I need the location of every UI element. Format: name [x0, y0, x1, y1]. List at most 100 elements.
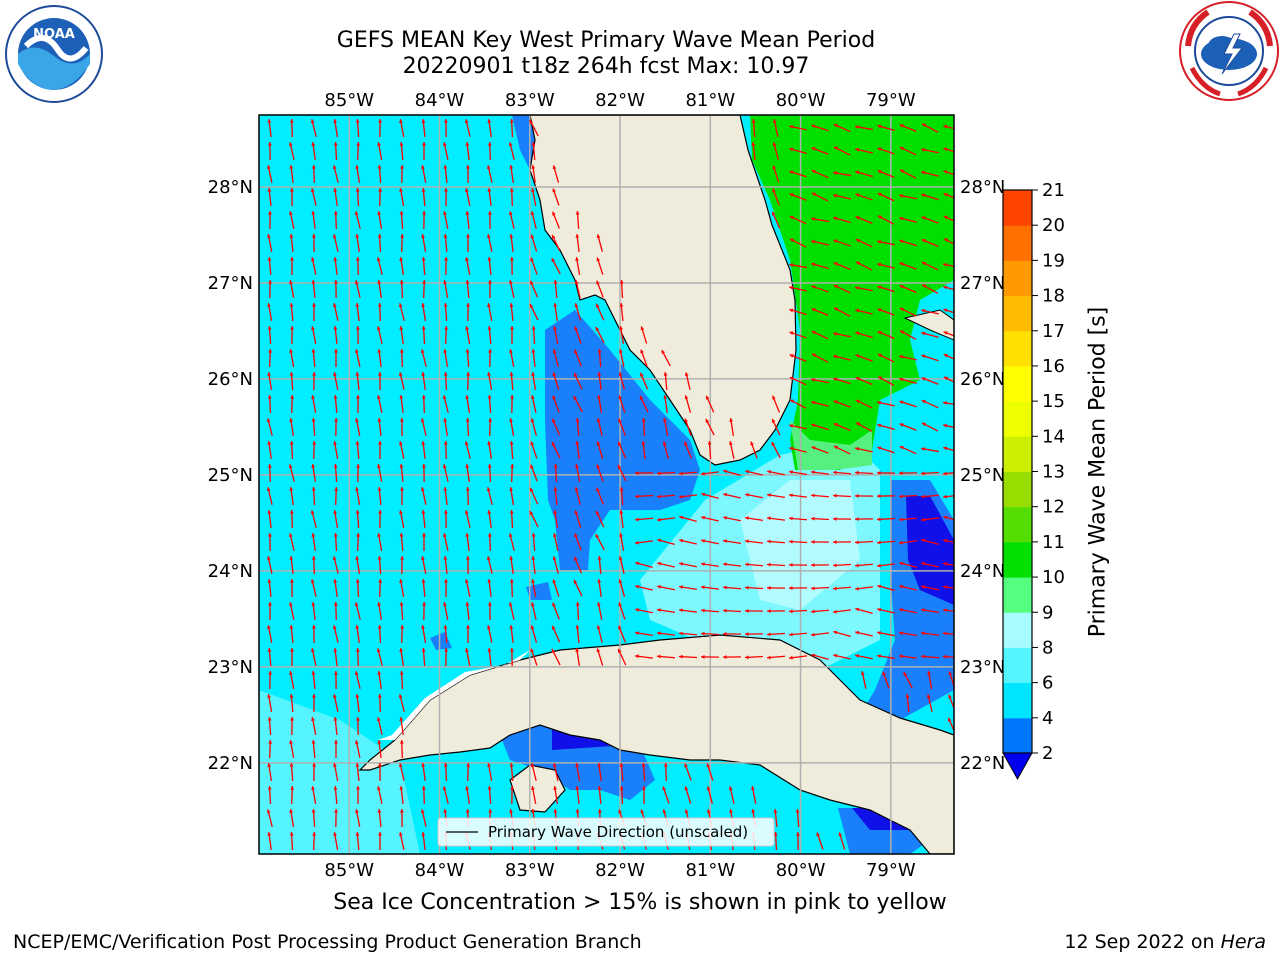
wave-arrow — [355, 624, 360, 644]
wave-arrow — [311, 464, 317, 482]
wave-arrow — [942, 608, 954, 613]
wave-arrow — [656, 631, 676, 636]
wave-arrow — [400, 233, 405, 253]
shallow-shelf-field — [545, 310, 700, 570]
wave-arrow — [267, 141, 272, 161]
wave-arrow — [788, 539, 808, 544]
wave-arrow — [943, 538, 954, 544]
wave-arrow — [574, 487, 581, 505]
wave-arrow — [810, 493, 830, 498]
wave-arrow — [575, 601, 580, 621]
wave-arrow — [443, 211, 449, 229]
wave-arrow — [267, 303, 273, 321]
wave-arrow — [421, 118, 426, 138]
wave-arrow — [744, 539, 764, 544]
wave-arrow — [553, 279, 558, 299]
wave-arrow — [596, 648, 604, 666]
wave-arrow — [635, 561, 653, 568]
wave-arrow — [509, 302, 514, 322]
wave-arrow — [551, 234, 561, 252]
wave-direction-arrows — [266, 118, 954, 851]
wave-arrow — [443, 602, 449, 620]
wave-arrow — [942, 631, 954, 636]
wave-arrow — [421, 509, 426, 529]
wave-arrow — [486, 487, 493, 505]
wave-arrow — [921, 123, 939, 133]
wave-arrow — [855, 331, 873, 339]
wave-arrow — [574, 510, 582, 528]
wave-arrow — [399, 119, 405, 137]
wave-arrow — [530, 418, 537, 436]
wave-arrow — [465, 786, 471, 804]
wave-arrow — [854, 563, 874, 568]
wave-arrow — [530, 395, 537, 413]
wave-arrow — [810, 470, 830, 475]
wave-arrow — [877, 607, 895, 614]
wave-arrow — [486, 625, 493, 643]
wave-arrow — [487, 441, 493, 459]
wave-arrow — [465, 463, 470, 483]
colorbar-tick-label: 10 — [1042, 567, 1065, 588]
wave-arrow — [333, 279, 338, 299]
wave-arrow — [921, 148, 939, 154]
lon-tick-label: 85°W — [324, 90, 374, 111]
lon-tick-label: 82°W — [595, 90, 645, 111]
wave-arrow — [662, 441, 669, 459]
wave-arrow — [811, 192, 829, 202]
wave-arrow — [855, 147, 873, 154]
wave-arrow — [310, 188, 317, 206]
wave-arrow — [751, 118, 756, 138]
wave-arrow — [595, 533, 605, 551]
wave-arrow — [444, 188, 448, 206]
wave-arrow — [855, 125, 873, 131]
wave-arrow — [877, 215, 895, 225]
wave-arrow — [700, 631, 720, 636]
wave-arrow — [926, 694, 933, 712]
wave-arrow — [267, 625, 273, 643]
cuba-landmass — [358, 634, 954, 854]
lat-tick-label: 23°N — [960, 657, 1005, 678]
wave-arrow — [701, 515, 719, 522]
lat-ticks-left: 28°N 27°N 26°N 25°N 24°N 23°N 22°N — [208, 177, 253, 774]
wave-arrow — [355, 716, 360, 736]
wave-arrow — [333, 119, 339, 137]
wave-arrow — [877, 240, 895, 246]
wave-arrow — [943, 353, 954, 360]
wave-arrow — [833, 422, 851, 432]
wave-arrow — [789, 263, 807, 269]
wave-arrow — [355, 556, 361, 574]
wave-arrow — [855, 607, 873, 614]
wave-arrow — [378, 578, 383, 598]
wave-arrow — [399, 532, 404, 552]
colorbar-segment — [1003, 682, 1032, 719]
wave-arrow — [421, 187, 426, 207]
wave-arrow — [573, 372, 583, 390]
wave-arrow — [399, 579, 405, 597]
wave-arrow — [678, 494, 698, 499]
wave-arrow — [510, 326, 514, 344]
footer-date-text: 12 Sep 2022 on — [1064, 931, 1215, 953]
wave-arrow — [487, 463, 492, 483]
colorbar-segment — [1003, 190, 1032, 226]
wave-arrow — [678, 608, 698, 613]
wave-arrow — [788, 516, 808, 521]
wave-arrow — [378, 187, 383, 207]
wave-arrow — [376, 648, 383, 666]
wave-arrow — [943, 215, 954, 222]
wave-arrow — [722, 631, 742, 636]
wave-arrow — [311, 739, 316, 759]
wave-arrow — [487, 256, 492, 276]
wave-arrow — [552, 165, 560, 183]
wave-arrow — [597, 371, 602, 391]
wave-arrow — [921, 377, 939, 385]
wave-arrow — [943, 401, 954, 406]
wave-arrow — [377, 486, 382, 506]
wave-arrow — [333, 763, 339, 781]
wave-arrow — [552, 763, 559, 781]
wave-arrow — [377, 142, 383, 160]
wave-arrow — [833, 239, 851, 247]
wave-arrow — [766, 585, 786, 590]
wave-arrow — [551, 441, 561, 459]
wave-arrow — [398, 763, 405, 781]
